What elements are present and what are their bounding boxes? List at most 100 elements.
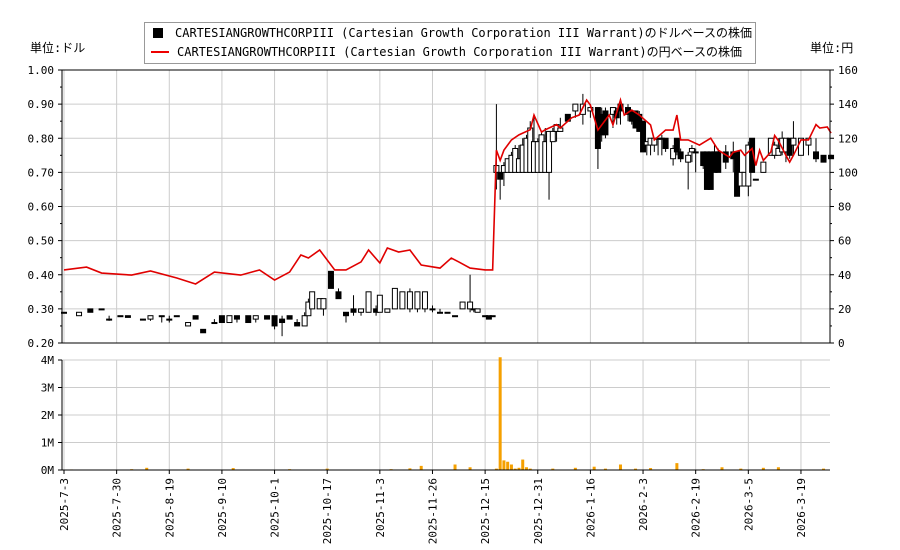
volume-bar bbox=[603, 468, 607, 470]
volume-bar bbox=[419, 465, 423, 470]
candle-down bbox=[286, 315, 293, 320]
candle-up bbox=[98, 308, 105, 311]
candle-down bbox=[124, 315, 131, 318]
candle-up bbox=[309, 291, 316, 310]
candle-down bbox=[749, 137, 756, 173]
candle-down bbox=[813, 151, 819, 160]
volume-y-tick-label: 1M bbox=[41, 437, 55, 450]
candle-up bbox=[429, 308, 436, 311]
y-tick-label-left: 0.30 bbox=[28, 303, 55, 316]
candle-up bbox=[320, 298, 327, 310]
candle-up bbox=[406, 291, 413, 310]
volume-bar bbox=[145, 467, 149, 470]
volume-bar bbox=[634, 468, 638, 470]
x-tick-label: 2025-10-17 bbox=[321, 478, 334, 544]
candle-up bbox=[252, 315, 259, 320]
volume-bar bbox=[720, 467, 724, 470]
volume-bar bbox=[408, 468, 412, 470]
y-tick-label-right: 120 bbox=[838, 132, 858, 145]
candle-up bbox=[211, 322, 218, 325]
candle-down bbox=[673, 137, 680, 153]
candle-up bbox=[444, 311, 451, 314]
y-tick-label-right: 40 bbox=[838, 269, 851, 282]
legend-item-jpy: CARTESIANGROWTHCORPIII (Cartesian Growth… bbox=[145, 42, 755, 61]
candle-down bbox=[233, 315, 240, 320]
candle-up bbox=[391, 287, 398, 310]
candle-up bbox=[358, 308, 365, 313]
volume-bar bbox=[739, 468, 743, 470]
y-tick-label-right: 140 bbox=[838, 98, 858, 111]
candle-down bbox=[350, 308, 357, 313]
volume-bar bbox=[506, 461, 510, 470]
candle-down bbox=[786, 137, 793, 156]
candle-down bbox=[497, 171, 504, 180]
candle-up bbox=[467, 301, 474, 310]
candle-up bbox=[437, 311, 443, 314]
x-tick-label: 2026-3-19 bbox=[795, 478, 808, 538]
candle-down bbox=[335, 291, 342, 300]
y-tick-label-right: 20 bbox=[838, 303, 851, 316]
candle-up bbox=[414, 291, 421, 310]
volume-bar bbox=[822, 468, 826, 470]
y-tick-label-right: 80 bbox=[838, 201, 851, 214]
candle-up bbox=[158, 315, 165, 318]
x-tick-label: 2025-11-3 bbox=[374, 478, 387, 538]
legend-item-usd: CARTESIANGROWTHCORPIII (Cartesian Growth… bbox=[145, 23, 755, 42]
x-tick-label: 2026-2-3 bbox=[637, 478, 650, 531]
legend-label-usd: CARTESIANGROWTHCORPIII (Cartesian Growth… bbox=[175, 26, 753, 40]
volume-bar bbox=[494, 468, 498, 470]
volume-y-tick-label: 0M bbox=[41, 464, 55, 477]
volume-bar bbox=[521, 459, 525, 470]
price-plot-frame bbox=[61, 69, 831, 344]
x-tick-label: 2025-12-15 bbox=[479, 478, 492, 544]
x-tick-label: 2025-11-26 bbox=[426, 478, 439, 544]
candle-up bbox=[376, 294, 383, 313]
candle-up bbox=[185, 322, 192, 327]
candle-up bbox=[790, 137, 797, 146]
candle-up bbox=[117, 315, 124, 318]
candle-down bbox=[200, 328, 207, 334]
volume-y-tick-label: 4M bbox=[41, 354, 55, 367]
y-tick-label-left: 0.50 bbox=[28, 235, 55, 248]
candle-down bbox=[294, 322, 301, 327]
y-tick-label-right: 160 bbox=[838, 64, 858, 77]
candle-up bbox=[474, 308, 481, 313]
y-tick-label-left: 0.60 bbox=[28, 201, 55, 214]
candle-down bbox=[715, 151, 722, 173]
candle-up bbox=[452, 315, 459, 318]
volume-bar bbox=[186, 468, 190, 470]
candle-down bbox=[87, 308, 94, 313]
candle-up bbox=[173, 315, 180, 318]
candle-down bbox=[343, 311, 349, 317]
x-tick-label: 2026-3-5 bbox=[742, 478, 755, 531]
candle-up bbox=[572, 103, 579, 112]
legend: CARTESIANGROWTHCORPIII (Cartesian Growth… bbox=[144, 22, 756, 64]
candle-up bbox=[399, 291, 406, 310]
candle-up bbox=[365, 291, 372, 313]
candle-down bbox=[327, 270, 334, 289]
y-tick-label-left: 1.00 bbox=[28, 64, 55, 77]
candle-down bbox=[218, 315, 225, 324]
candle-up bbox=[670, 147, 677, 160]
candle-down bbox=[662, 137, 669, 149]
candle-up bbox=[147, 315, 154, 320]
y-tick-label-left: 0.40 bbox=[28, 269, 55, 282]
volume-y-tick-label: 2M bbox=[41, 409, 55, 422]
x-tick-label: 2025-12-31 bbox=[532, 478, 545, 544]
candle-up bbox=[384, 308, 391, 313]
candle-up bbox=[166, 318, 173, 321]
candle-up bbox=[421, 291, 428, 310]
candle-down bbox=[279, 318, 286, 324]
volume-bar bbox=[453, 464, 457, 470]
volume-y-tick-label: 3M bbox=[41, 382, 55, 395]
x-tick-label: 2025-9-10 bbox=[216, 478, 229, 538]
right-axis-unit: 単位:円 bbox=[810, 41, 854, 55]
volume-bar bbox=[675, 463, 679, 470]
candle-down bbox=[820, 154, 827, 163]
volume-bar bbox=[551, 468, 555, 470]
yen-price-line bbox=[63, 97, 832, 285]
volume-bar bbox=[502, 460, 506, 470]
candle-up bbox=[139, 318, 146, 321]
y-tick-label-right: 100 bbox=[838, 166, 858, 179]
